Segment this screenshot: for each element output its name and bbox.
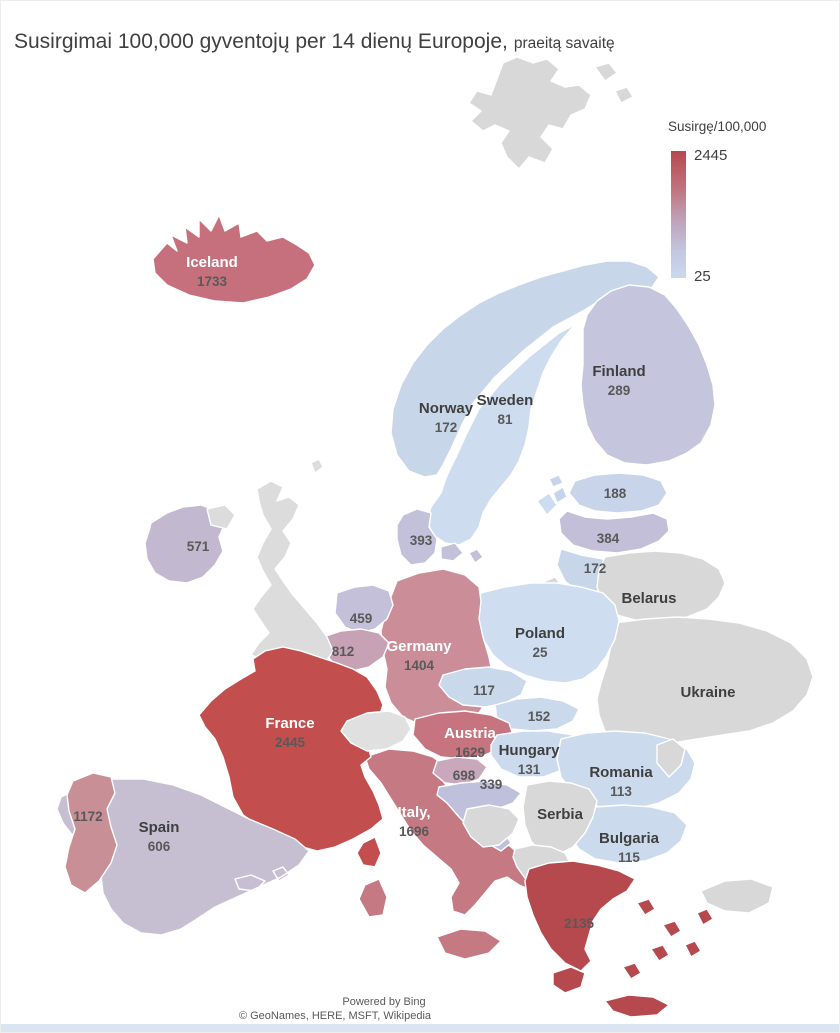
map-region-slovenia[interactable]	[432, 756, 488, 786]
map-region-poland[interactable]	[476, 582, 620, 684]
country-name-iceland: Iceland	[186, 254, 238, 271]
country-value-greece: 2135	[564, 916, 595, 931]
map-region-finland[interactable]	[580, 284, 716, 466]
country-name-france: France	[265, 715, 314, 732]
page-title-main: Susirgimai 100,000 gyventojų per 14 dien…	[14, 30, 508, 53]
country-value-austria: 1629	[455, 745, 485, 760]
country-value-slovenia: 698	[453, 768, 476, 783]
country-name-austria: Austria	[444, 725, 496, 742]
country-value-sweden: 81	[497, 412, 513, 427]
map-region-latvia[interactable]	[558, 510, 670, 554]
country-name-poland: Poland	[515, 625, 565, 642]
country-value-italy: 1696	[399, 824, 430, 839]
map-region-sweden[interactable]	[426, 316, 590, 546]
map-region-netherlands[interactable]	[334, 584, 394, 634]
country-value-norway: 172	[435, 420, 458, 435]
map-region-bosnia[interactable]	[462, 804, 520, 848]
map-region-estonia[interactable]	[548, 472, 668, 514]
map-region-greece[interactable]	[524, 860, 714, 1018]
country-value-belgium: 812	[332, 644, 355, 659]
copyright-label: © GeoNames, HERE, MSFT, Wikipedia	[239, 1010, 432, 1022]
page-title: Susirgimai 100,000 gyventojų per 14 dien…	[14, 30, 615, 53]
country-value-latvia: 384	[597, 531, 620, 546]
country-value-spain: 606	[148, 839, 171, 854]
country-value-slovakia: 152	[528, 709, 551, 724]
legend-min-label: 25	[694, 268, 711, 285]
legend-title: Susirgę/100,000	[668, 119, 766, 134]
country-value-ireland: 571	[187, 539, 210, 554]
country-value-croatia: 339	[480, 777, 503, 792]
country-name-bulgaria: Bulgaria	[599, 830, 660, 847]
country-value-iceland: 1733	[197, 274, 228, 289]
legend-max-label: 2445	[694, 147, 727, 164]
map-labels: Iceland 1733 Norway 172 Sweden 81 Finland 289 18…	[73, 254, 735, 931]
map-region-turkey[interactable]	[700, 878, 774, 914]
country-name-spain: Spain	[139, 819, 180, 836]
map-region-moldova[interactable]	[656, 738, 686, 778]
country-name-hungary: Hungary	[499, 742, 561, 759]
map-region-svalbard[interactable]	[468, 56, 634, 170]
map-region-northern-ireland[interactable]	[206, 504, 236, 530]
country-value-netherlands: 459	[350, 611, 373, 626]
country-name-romania: Romania	[589, 764, 653, 781]
country-value-lithuania: 172	[584, 561, 607, 576]
country-value-finland: 289	[608, 383, 631, 398]
country-value-bulgaria: 115	[618, 850, 640, 865]
map-region-ukraine[interactable]	[596, 616, 814, 762]
country-name-italy: Italy,	[397, 804, 430, 821]
country-name-sweden: Sweden	[477, 392, 534, 409]
country-value-hungary: 131	[518, 762, 541, 777]
legend: Susirgę/100,000 2445 25	[668, 119, 766, 285]
country-name-germany: Germany	[386, 638, 452, 655]
map-region-switzerland[interactable]	[340, 710, 412, 752]
map-region-czechia[interactable]	[438, 666, 528, 708]
map-attribution: Powered by Bing © GeoNames, HERE, MSFT, …	[239, 996, 432, 1022]
country-name-ukraine: Ukraine	[680, 684, 735, 701]
country-value-romania: 113	[610, 784, 632, 799]
map-region-france[interactable]	[198, 646, 384, 868]
country-value-estonia: 188	[604, 486, 627, 501]
country-value-portugal: 1172	[73, 809, 102, 824]
map-region-denmark[interactable]	[396, 508, 484, 566]
map-region-iceland[interactable]	[152, 214, 316, 304]
map-region-uk[interactable]	[250, 458, 334, 668]
map-region-norway[interactable]	[390, 260, 660, 478]
map-region-portugal[interactable]	[64, 772, 118, 894]
country-value-denmark: 393	[410, 533, 433, 548]
country-value-germany: 1404	[404, 658, 435, 673]
country-value-czechia: 117	[473, 683, 495, 698]
bottom-sea-strip	[1, 1024, 839, 1032]
map-regions	[56, 56, 814, 1018]
country-name-norway: Norway	[419, 400, 474, 417]
country-name-serbia: Serbia	[537, 806, 584, 823]
legend-gradient-bar[interactable]	[671, 151, 686, 278]
country-value-france: 2445	[275, 735, 306, 750]
powered-by-bing-label: Powered by Bing	[342, 996, 425, 1008]
map-region-serbia[interactable]	[522, 780, 598, 856]
country-name-finland: Finland	[592, 363, 645, 380]
country-value-poland: 25	[532, 645, 548, 660]
country-name-belarus: Belarus	[621, 590, 676, 607]
map-region-ireland[interactable]	[144, 504, 226, 584]
page-title-suffix: praeitą savaitę	[514, 35, 615, 52]
map-region-gotland[interactable]	[536, 492, 558, 516]
